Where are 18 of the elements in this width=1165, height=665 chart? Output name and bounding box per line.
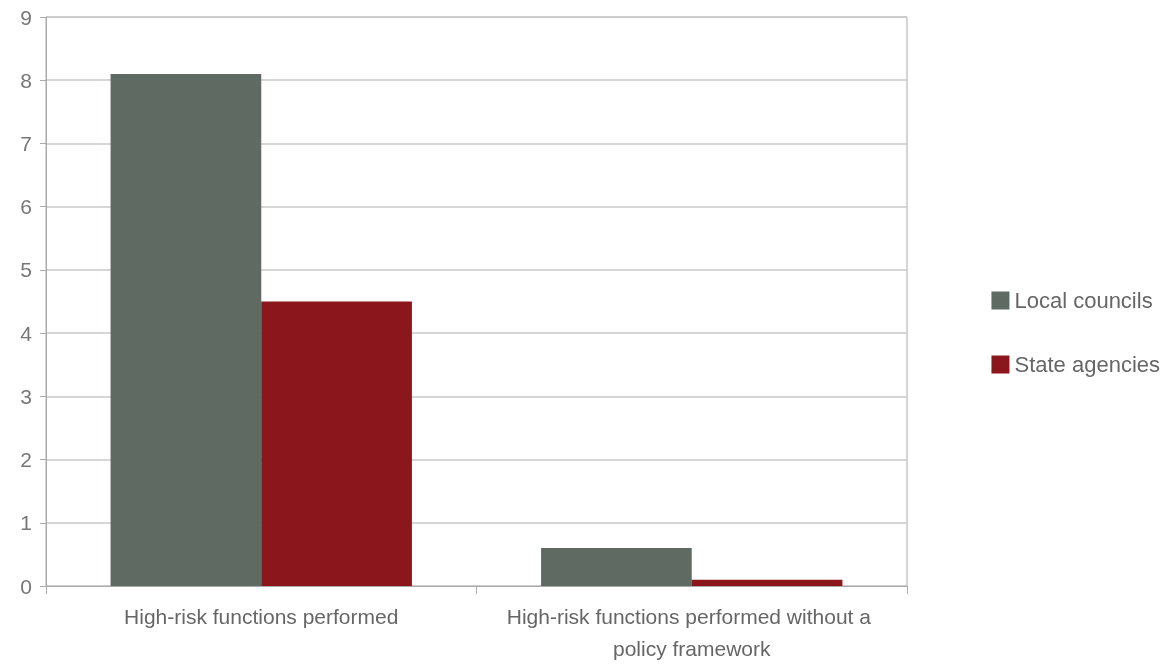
y-tick-label: 2 <box>20 448 32 472</box>
legend-label: State agencies <box>1014 352 1160 377</box>
y-tick-label: 6 <box>20 195 32 219</box>
y-tick-label: 1 <box>20 511 32 535</box>
x-tick-label: High-risk functions performed <box>124 604 399 628</box>
y-tick-label: 7 <box>20 131 32 155</box>
y-tick-label: 8 <box>20 68 32 92</box>
bar <box>261 301 412 586</box>
y-tick-label: 9 <box>20 5 32 29</box>
y-tick-label: 0 <box>20 574 32 598</box>
x-tick-label: High-risk functions performed without a policy framework <box>506 604 877 660</box>
y-tick-label: 5 <box>20 258 32 282</box>
legend-label: Local councils <box>1014 288 1153 313</box>
y-tick-label: 4 <box>20 321 33 345</box>
bar <box>691 579 843 586</box>
bar <box>110 73 262 586</box>
bar <box>541 548 692 586</box>
y-tick-label: 3 <box>20 384 32 408</box>
